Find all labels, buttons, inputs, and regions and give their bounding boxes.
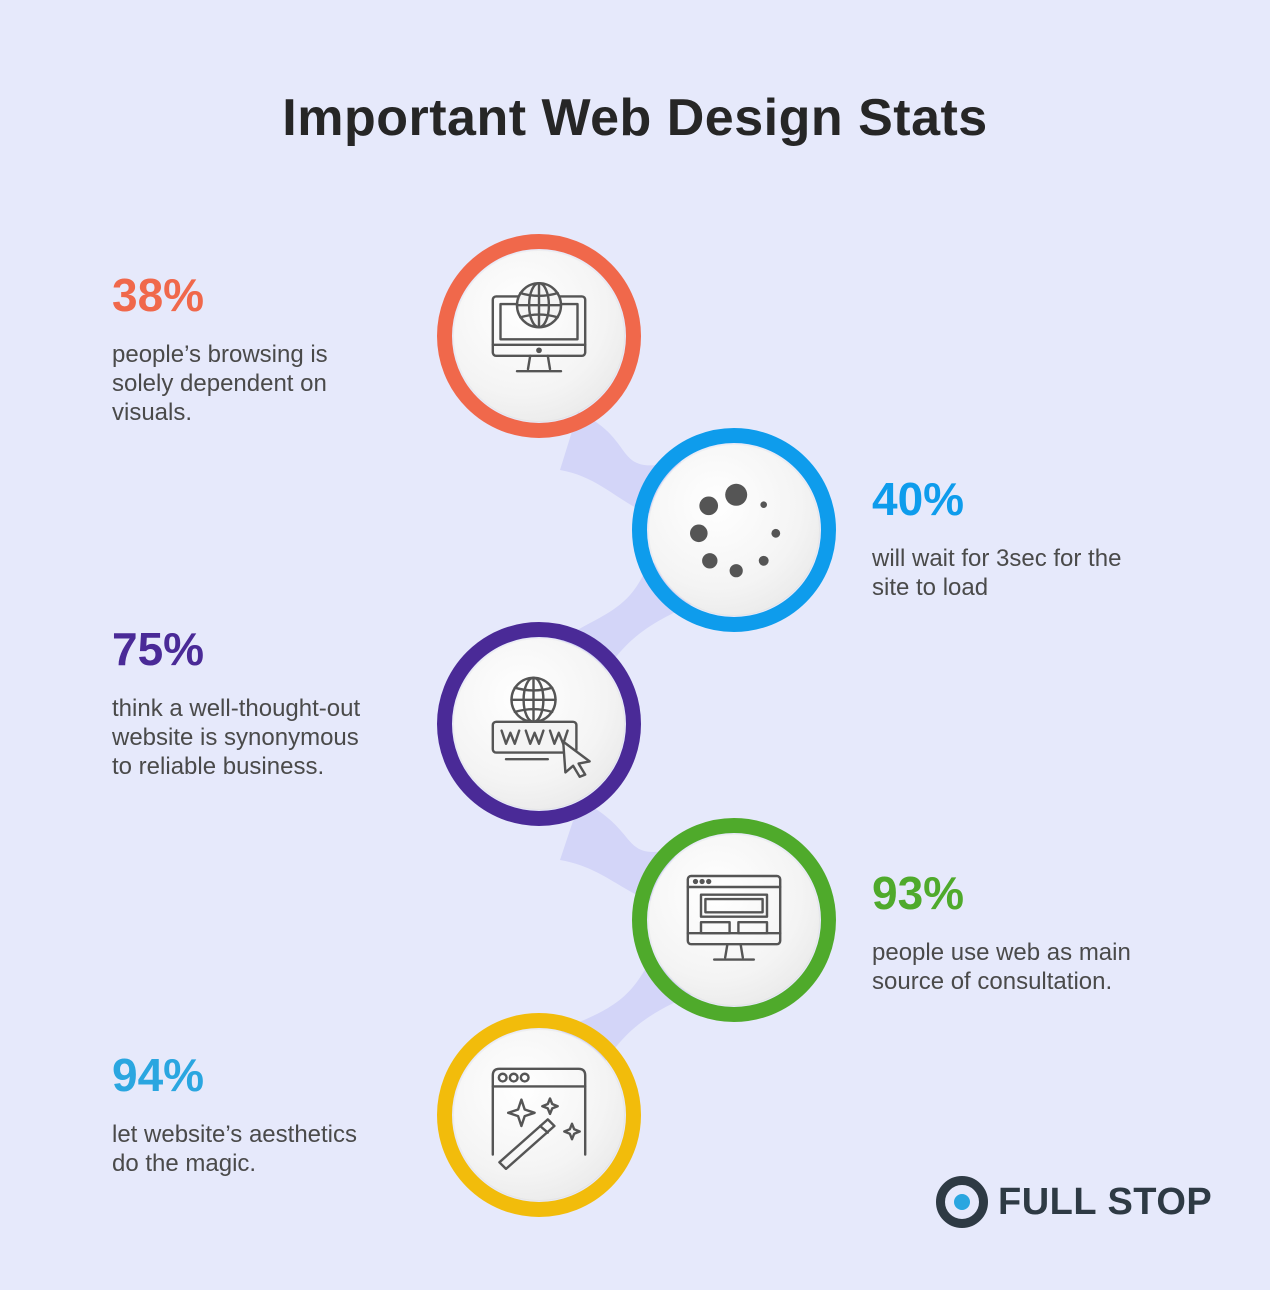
- stat-2-percent: 40%: [872, 473, 965, 525]
- full-stop-logo: FULL STOP: [936, 1176, 1212, 1228]
- stat-circle-2: [632, 428, 836, 632]
- stat-5-description: let website’s aesthetics do the magic.: [112, 1121, 358, 1177]
- stat-1-percent: 38%: [112, 269, 205, 321]
- stat-1-description: people’s browsing is solely dependent on…: [112, 341, 328, 426]
- stat-2: 40% will wait for 3sec for the site to l…: [872, 476, 1202, 602]
- stat-circle-5: [437, 1013, 641, 1217]
- stat-5: 94% let website’s aesthetics do the magi…: [112, 1052, 432, 1178]
- stat-3-percent: 75%: [112, 623, 205, 675]
- stat-5-percent: 94%: [112, 1049, 205, 1101]
- website-layout-monitor-icon: [686, 874, 782, 961]
- stat-2-description: will wait for 3sec for the site to load: [872, 545, 1122, 601]
- stat-4-description: people use web as main source of consult…: [872, 939, 1131, 995]
- stat-circle-1: [437, 234, 641, 438]
- stat-circle-3: [437, 622, 641, 826]
- logo-mark-icon: [936, 1176, 988, 1228]
- page-title: Important Web Design Stats: [282, 89, 988, 147]
- stat-circle-4: [632, 818, 836, 1022]
- stat-4: 93% people use web as main source of con…: [872, 870, 1202, 996]
- stat-1: 38% people’s browsing is solely dependen…: [112, 272, 412, 427]
- stat-4-percent: 93%: [872, 867, 965, 919]
- stat-3-description: think a well-thought-out website is syno…: [112, 695, 361, 780]
- logo-text: FULL STOP: [998, 1180, 1213, 1223]
- stat-3: 75% think a well-thought-out website is …: [112, 626, 432, 781]
- loading-spinner-icon: [690, 483, 781, 578]
- magic-wand-browser-icon: [491, 1067, 587, 1170]
- monitor-globe-icon: [491, 281, 587, 373]
- www-cursor-icon: [491, 676, 591, 779]
